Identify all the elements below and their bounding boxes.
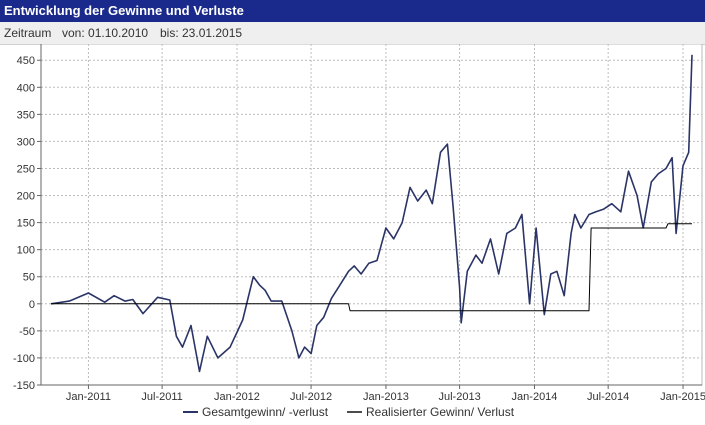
y-tick-label: 450 [17, 55, 35, 67]
y-tick-label: 50 [23, 272, 35, 284]
series-line-0 [50, 54, 693, 373]
x-tick-label: Jan-2013 [363, 391, 409, 403]
x-tick-label: Jul-2014 [587, 391, 629, 403]
y-tick-label: 300 [17, 136, 35, 148]
x-tick-label: Jan-2015 [660, 391, 705, 403]
profit-loss-chart: -150 -100 -50 0 50 100 150 200 250 300 350 400 450 J… [13, 44, 705, 419]
chart-title: Entwicklung der Gewinne und Verluste [4, 3, 244, 18]
plot-frame [40, 44, 703, 386]
series-line-1 [51, 223, 692, 312]
y-axis: -150 -100 -50 0 50 100 150 200 250 300 350 400 450 [13, 44, 42, 392]
y-tick-label: 150 [17, 218, 35, 230]
y-tick-label: -150 [13, 380, 35, 392]
legend-label-1: Realisierter Gewinn/ Verlust [366, 405, 515, 419]
period-to: bis: 23.01.2015 [160, 26, 243, 40]
chart-title-bar: Entwicklung der Gewinne und Verluste [0, 0, 705, 22]
plot-area [50, 54, 693, 373]
y-tick-label: -50 [19, 326, 35, 338]
period-from: von: 01.10.2010 [62, 26, 149, 40]
legend-label-0: Gesamtgewinn/ -verlust [202, 405, 329, 419]
x-tick-label: Jul-2013 [439, 391, 481, 403]
period-bar: Zeitraum von: 01.10.2010 bis: 23.01.2015 [0, 22, 705, 45]
y-tick-label: 400 [17, 82, 35, 94]
y-tick-label: 350 [17, 109, 35, 121]
y-tick-label: 250 [17, 163, 35, 175]
legend: Gesamtgewinn/ -verlust Realisierter Gewin… [183, 405, 515, 419]
period-label: Zeitraum [4, 26, 52, 40]
y-tick-label: 100 [17, 245, 35, 257]
grid-lines [40, 44, 703, 386]
y-tick-label: 0 [29, 299, 35, 311]
y-tick-label: -100 [13, 353, 35, 365]
x-tick-label: Jul-2012 [290, 391, 332, 403]
x-tick-label: Jan-2014 [512, 391, 558, 403]
x-axis: Jan-2011 Jul-2011 Jan-2012 Jul-2012 Jan-2013… [41, 384, 705, 403]
x-tick-label: Jul-2011 [141, 391, 182, 403]
x-tick-label: Jan-2012 [214, 391, 260, 403]
y-tick-label: 200 [17, 191, 35, 203]
x-tick-label: Jan-2011 [66, 391, 111, 403]
